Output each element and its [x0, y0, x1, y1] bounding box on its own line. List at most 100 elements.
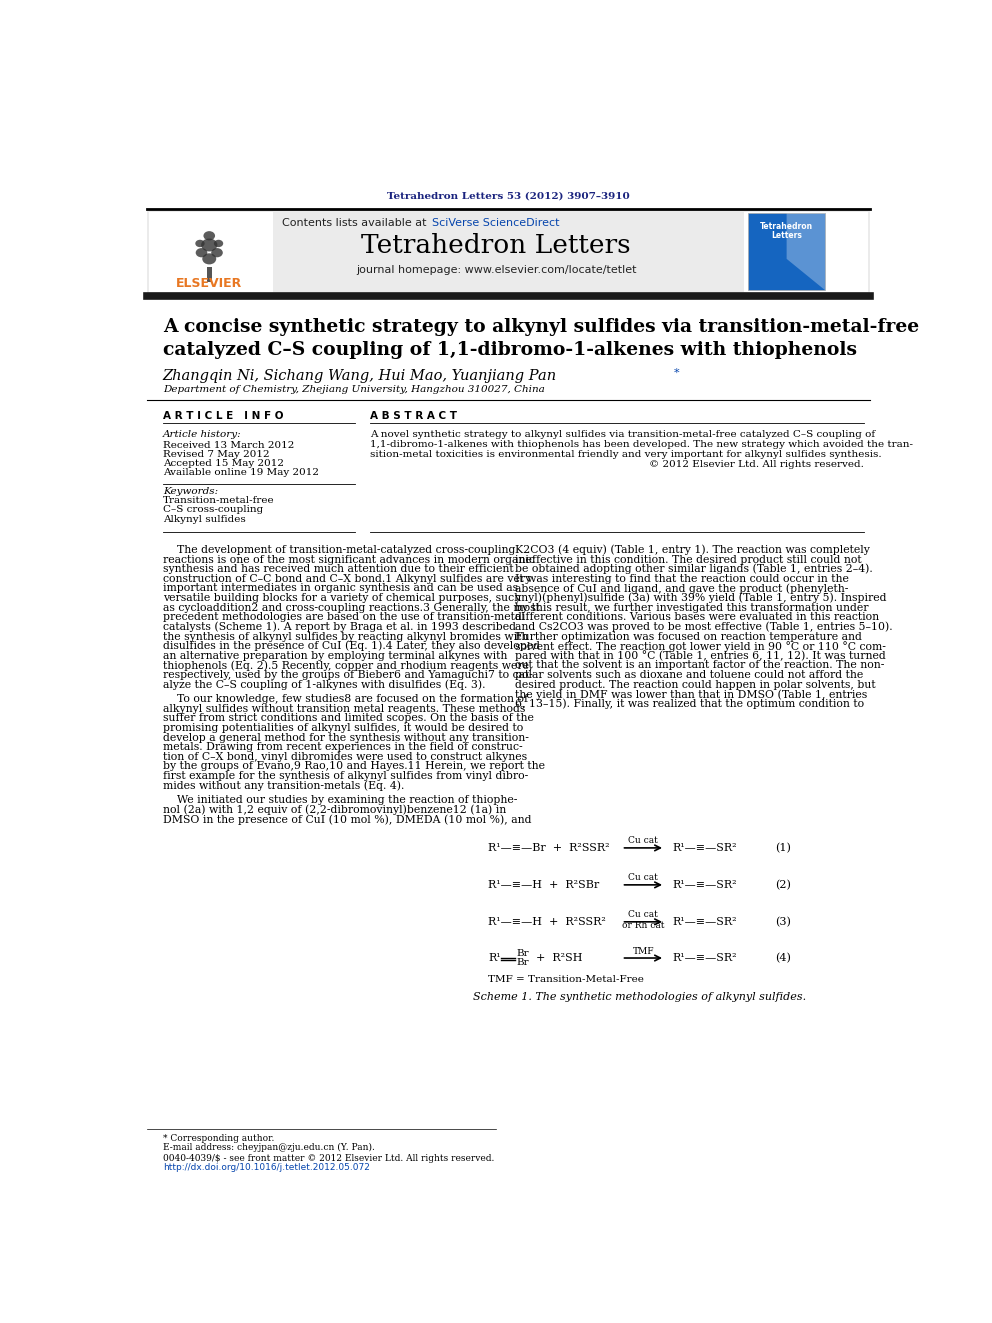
Text: promising potentialities of alkynyl sulfides, it would be desired to: promising potentialities of alkynyl sulf… — [163, 722, 523, 733]
Text: R¹—≡—SR²: R¹—≡—SR² — [673, 843, 737, 853]
Text: Transition-metal-free: Transition-metal-free — [163, 496, 275, 505]
Text: tion of C–X bond, vinyl dibromides were used to construct alkynes: tion of C–X bond, vinyl dibromides were … — [163, 751, 527, 762]
Text: precedent methodologies are based on the use of transition-metal: precedent methodologies are based on the… — [163, 613, 525, 622]
Text: R¹—≡—SR²: R¹—≡—SR² — [673, 953, 737, 963]
Text: ELSEVIER: ELSEVIER — [177, 277, 242, 290]
Text: out that the solvent is an important factor of the reaction. The non-: out that the solvent is an important fac… — [516, 660, 885, 671]
Text: the yield in DMF was lower than that in DMSO (Table 1, entries: the yield in DMF was lower than that in … — [516, 689, 868, 700]
Text: different conditions. Various bases were evaluated in this reaction: different conditions. Various bases were… — [516, 613, 880, 622]
Text: pared with that in 100 °C (Table 1, entries 6, 11, 12). It was turned: pared with that in 100 °C (Table 1, entr… — [516, 651, 886, 662]
Text: sition-metal toxicities is environmental friendly and very important for alkynyl: sition-metal toxicities is environmental… — [370, 450, 882, 459]
Bar — [147, 210, 870, 294]
Text: solvent effect. The reaction got lower yield in 90 °C or 110 °C com-: solvent effect. The reaction got lower y… — [516, 640, 886, 652]
Text: alyze the C–S coupling of 1-alkynes with disulfides (Eq. 3).: alyze the C–S coupling of 1-alkynes with… — [163, 680, 485, 691]
Text: A B S T R A C T: A B S T R A C T — [370, 411, 457, 421]
Polygon shape — [787, 213, 825, 291]
Text: Scheme 1. The synthetic methodologies of alkynyl sulfides.: Scheme 1. The synthetic methodologies of… — [473, 991, 806, 1002]
Text: Further optimization was focused on reaction temperature and: Further optimization was focused on reac… — [516, 631, 862, 642]
Text: TMF = Transition-Metal-Free: TMF = Transition-Metal-Free — [488, 975, 644, 984]
Text: A novel synthetic strategy to alkynyl sulfides via transition-metal-free catalyz: A novel synthetic strategy to alkynyl su… — [370, 430, 876, 439]
Text: the synthesis of alkynyl sulfides by reacting alkynyl bromides with: the synthesis of alkynyl sulfides by rea… — [163, 631, 528, 642]
Text: R¹—≡—SR²: R¹—≡—SR² — [673, 917, 737, 927]
Text: Accepted 15 May 2012: Accepted 15 May 2012 — [163, 459, 284, 468]
Text: R¹: R¹ — [488, 953, 501, 963]
Text: * Corresponding author.: * Corresponding author. — [163, 1134, 274, 1143]
Text: Zhangqin Ni, Sichang Wang, Hui Mao, Yuanjiang Pan: Zhangqin Ni, Sichang Wang, Hui Mao, Yuan… — [163, 369, 557, 382]
Text: R¹—≡—Br  +  R²SSR²: R¹—≡—Br + R²SSR² — [488, 843, 610, 853]
Text: and Cs2CO3 was proved to be most effective (Table 1, entries 5–10).: and Cs2CO3 was proved to be most effecti… — [516, 622, 893, 632]
Bar — [748, 213, 825, 291]
Text: Cu cat: Cu cat — [628, 873, 658, 882]
Text: disulfides in the presence of CuI (Eq. 1).4 Later, they also developed: disulfides in the presence of CuI (Eq. 1… — [163, 640, 540, 651]
Ellipse shape — [195, 249, 207, 257]
Text: polar solvents such as dioxane and toluene could not afford the: polar solvents such as dioxane and tolue… — [516, 669, 864, 680]
Text: *: * — [675, 368, 680, 378]
Text: (2): (2) — [775, 880, 791, 890]
Text: nol (2a) with 1,2 equiv of (2,2-dibromovinyl)benzene12 (1a) in: nol (2a) with 1,2 equiv of (2,2-dibromov… — [163, 804, 506, 815]
Text: first example for the synthesis of alkynyl sulfides from vinyl dibro-: first example for the synthesis of alkyn… — [163, 771, 528, 781]
Text: an alternative preparation by employing terminal alkynes with: an alternative preparation by employing … — [163, 651, 507, 660]
Text: alkynyl sulfides without transition metal reagents. These methods: alkynyl sulfides without transition meta… — [163, 704, 525, 713]
Text: reactions is one of the most significant advances in modern organic: reactions is one of the most significant… — [163, 554, 535, 565]
Text: The development of transition-metal-catalyzed cross-coupling: The development of transition-metal-cata… — [163, 545, 515, 554]
Text: ineffective in this condition. The desired product still could not: ineffective in this condition. The desir… — [516, 554, 862, 565]
Text: catalysts (Scheme 1). A report by Braga et al. in 1993 described: catalysts (Scheme 1). A report by Braga … — [163, 622, 516, 632]
Text: http://dx.doi.org/10.1016/j.tetlet.2012.05.072: http://dx.doi.org/10.1016/j.tetlet.2012.… — [163, 1163, 370, 1172]
Text: It was interesting to find that the reaction could occur in the: It was interesting to find that the reac… — [516, 574, 849, 583]
Text: +  R²SH: + R²SH — [537, 953, 582, 963]
Text: Alkynyl sulfides: Alkynyl sulfides — [163, 515, 245, 524]
Text: Contents lists available at: Contents lists available at — [282, 218, 431, 229]
Text: desired product. The reaction could happen in polar solvents, but: desired product. The reaction could happ… — [516, 680, 876, 689]
Text: Article history:: Article history: — [163, 430, 241, 439]
Text: To our knowledge, few studies8 are focused on the formation of: To our knowledge, few studies8 are focus… — [163, 695, 528, 704]
Text: © 2012 Elsevier Ltd. All rights reserved.: © 2012 Elsevier Ltd. All rights reserved… — [649, 460, 864, 468]
Text: C–S cross-coupling: C–S cross-coupling — [163, 505, 263, 515]
Text: suffer from strict conditions and limited scopes. On the basis of the: suffer from strict conditions and limite… — [163, 713, 534, 724]
Bar — [149, 212, 273, 292]
Text: E-mail address: cheyjpan@zju.edu.cn (Y. Pan).: E-mail address: cheyjpan@zju.edu.cn (Y. … — [163, 1143, 375, 1152]
Text: 0040-4039/$ - see front matter © 2012 Elsevier Ltd. All rights reserved.: 0040-4039/$ - see front matter © 2012 El… — [163, 1154, 494, 1163]
Text: Tetrahedron: Tetrahedron — [760, 222, 813, 232]
Text: absence of CuI and ligand, and gave the product (phenyleth-: absence of CuI and ligand, and gave the … — [516, 583, 849, 594]
Ellipse shape — [203, 232, 215, 241]
Ellipse shape — [201, 238, 217, 251]
Ellipse shape — [214, 239, 223, 247]
Text: Available online 19 May 2012: Available online 19 May 2012 — [163, 468, 318, 478]
Text: Tetrahedron Letters 53 (2012) 3907–3910: Tetrahedron Letters 53 (2012) 3907–3910 — [387, 192, 630, 200]
Text: journal homepage: www.elsevier.com/locate/tetlet: journal homepage: www.elsevier.com/locat… — [356, 266, 636, 275]
Text: DMSO in the presence of CuI (10 mol %), DMEDA (10 mol %), and: DMSO in the presence of CuI (10 mol %), … — [163, 814, 532, 824]
Text: be obtained adopting other similar ligands (Table 1, entries 2–4).: be obtained adopting other similar ligan… — [516, 564, 873, 574]
Bar — [744, 212, 868, 292]
Text: Cu cat: Cu cat — [628, 836, 658, 845]
Text: Letters: Letters — [771, 232, 803, 241]
Text: K2CO3 (4 equiv) (Table 1, entry 1). The reaction was completely: K2CO3 (4 equiv) (Table 1, entry 1). The … — [516, 545, 870, 556]
Text: as cycloaddition2 and cross-coupling reactions.3 Generally, the most: as cycloaddition2 and cross-coupling rea… — [163, 603, 540, 613]
Text: Keywords:: Keywords: — [163, 487, 218, 496]
Text: or Rh cat: or Rh cat — [622, 921, 665, 930]
Ellipse shape — [202, 253, 216, 265]
Text: Tetrahedron Letters: Tetrahedron Letters — [361, 233, 631, 258]
Text: (3): (3) — [775, 917, 791, 927]
Bar — [207, 266, 211, 282]
Text: important intermediates in organic synthesis and can be used as: important intermediates in organic synth… — [163, 583, 518, 594]
Ellipse shape — [211, 249, 223, 257]
Text: TMF: TMF — [633, 946, 654, 955]
Text: Revised 7 May 2012: Revised 7 May 2012 — [163, 450, 270, 459]
Text: develop a general method for the synthesis without any transition-: develop a general method for the synthes… — [163, 733, 529, 742]
Text: by the groups of Evano,9 Rao,10 and Hayes.11 Herein, we report the: by the groups of Evano,9 Rao,10 and Haye… — [163, 762, 545, 771]
Text: Received 13 March 2012: Received 13 March 2012 — [163, 441, 294, 450]
Text: mides without any transition-metals (Eq. 4).: mides without any transition-metals (Eq.… — [163, 781, 404, 791]
Text: synthesis and has received much attention due to their efficient: synthesis and has received much attentio… — [163, 564, 514, 574]
Text: We initiated our studies by examining the reaction of thiophe-: We initiated our studies by examining th… — [163, 795, 517, 806]
Text: R¹—≡—H  +  R²SBr: R¹—≡—H + R²SBr — [488, 880, 599, 890]
Text: Cu cat: Cu cat — [628, 910, 658, 919]
Text: ynyl)(phenyl)sulfide (3a) with 39% yield (Table 1, entry 5). Inspired: ynyl)(phenyl)sulfide (3a) with 39% yield… — [516, 593, 887, 603]
Text: (1): (1) — [775, 843, 791, 853]
Text: R¹—≡—SR²: R¹—≡—SR² — [673, 880, 737, 890]
Text: catalyzed C–S coupling of 1,1-dibromo-1-alkenes with thiophenols: catalyzed C–S coupling of 1,1-dibromo-1-… — [163, 341, 857, 359]
Text: thiophenols (Eq. 2).5 Recently, copper and rhodium reagents were,: thiophenols (Eq. 2).5 Recently, copper a… — [163, 660, 533, 671]
Text: A R T I C L E   I N F O: A R T I C L E I N F O — [163, 411, 284, 421]
Text: Department of Chemistry, Zhejiang University, Hangzhou 310027, China: Department of Chemistry, Zhejiang Univer… — [163, 385, 545, 394]
Text: (4): (4) — [775, 953, 791, 963]
Text: metals. Drawing from recent experiences in the field of construc-: metals. Drawing from recent experiences … — [163, 742, 523, 753]
